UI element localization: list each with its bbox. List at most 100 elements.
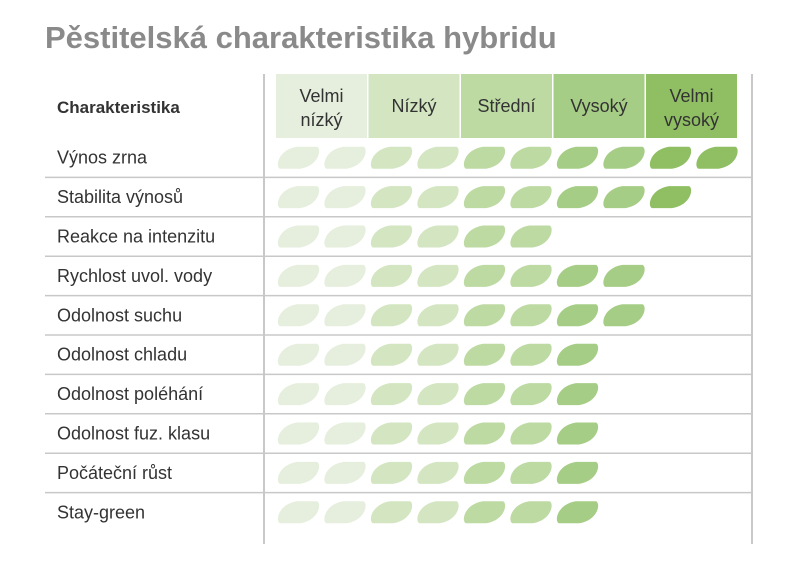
row-header-label: Charakteristika: [57, 98, 180, 117]
table-row: Stay-green: [57, 501, 599, 524]
score-leaf: [556, 186, 599, 209]
level-header-label: Vysoký: [570, 96, 627, 116]
score-leaf: [417, 264, 459, 287]
score-leaf: [277, 264, 320, 287]
score-leaf: [556, 304, 599, 327]
score-leaf: [370, 343, 413, 366]
score-leaf: [417, 461, 459, 484]
score-leaf: [556, 264, 599, 287]
row-label: Počáteční růst: [57, 463, 172, 483]
score-leaf: [370, 264, 413, 287]
row-label: Odolnost poléhání: [57, 384, 203, 404]
score-leaf: [603, 146, 645, 169]
row-label: Stabilita výnosů: [57, 187, 183, 207]
score-leaf: [556, 501, 599, 524]
score-leaf: [556, 461, 599, 484]
score-leaf: [277, 501, 320, 524]
score-leaf: [417, 304, 459, 327]
score-leaf: [649, 146, 692, 169]
level-header-cell: [553, 74, 645, 138]
score-leaf: [603, 264, 645, 287]
score-leaf: [463, 264, 506, 287]
score-leaf: [277, 343, 320, 366]
score-leaf: [370, 304, 413, 327]
score-leaf: [510, 304, 552, 327]
score-leaf: [556, 422, 599, 445]
score-leaf: [603, 186, 645, 209]
score-leaf: [370, 146, 413, 169]
score-leaf: [510, 186, 552, 209]
score-leaf: [277, 422, 320, 445]
score-leaf: [510, 501, 552, 524]
score-leaf: [277, 146, 320, 169]
score-leaf: [324, 186, 366, 209]
table-row: Odolnost poléhání: [57, 383, 599, 406]
score-leaf: [370, 501, 413, 524]
level-header-label: vysoký: [664, 110, 719, 130]
score-leaf: [463, 383, 506, 406]
row-label: Stay-green: [57, 502, 145, 522]
score-leaf: [463, 422, 506, 445]
score-leaf: [370, 461, 413, 484]
level-header-cell: [368, 74, 460, 138]
row-label: Výnos zrna: [57, 148, 148, 168]
score-leaf: [417, 146, 459, 169]
score-leaf: [510, 383, 552, 406]
score-leaf: [324, 422, 366, 445]
score-leaf: [649, 186, 692, 209]
score-leaf: [463, 461, 506, 484]
score-leaf: [417, 422, 459, 445]
score-leaf: [510, 146, 552, 169]
score-leaf: [556, 146, 599, 169]
score-leaf: [510, 422, 552, 445]
score-leaf: [417, 501, 459, 524]
level-header-cell: [646, 74, 737, 138]
chart-title: Pěstitelská charakteristika hybridu: [45, 20, 557, 55]
level-header-label: nízký: [300, 110, 342, 130]
score-leaf: [463, 501, 506, 524]
score-leaf: [324, 146, 366, 169]
level-header-label: Nízký: [392, 96, 437, 116]
score-leaf: [463, 304, 506, 327]
score-leaf: [370, 383, 413, 406]
score-leaf: [370, 422, 413, 445]
table-row: Odolnost fuz. klasu: [57, 422, 599, 445]
score-leaf: [324, 304, 366, 327]
score-leaf: [463, 186, 506, 209]
score-leaf: [324, 225, 366, 248]
score-leaf: [510, 461, 552, 484]
row-group: Výnos zrna Stabilita výnosů Reakce na inte…: [57, 146, 738, 524]
table-row: Odolnost suchu: [57, 304, 645, 327]
score-leaf: [463, 146, 506, 169]
level-header-group: Velmi nízký Nízký Střední Vysoký Velmi vysoký: [276, 74, 737, 138]
table-row: Reakce na intenzitu: [57, 225, 552, 248]
table-row: Odolnost chladu: [57, 343, 599, 366]
score-leaf: [696, 146, 738, 169]
score-leaf: [417, 383, 459, 406]
score-leaf: [324, 501, 366, 524]
table-row: Počáteční růst: [57, 461, 599, 484]
score-leaf: [277, 304, 320, 327]
row-label: Odolnost fuz. klasu: [57, 424, 210, 444]
score-leaf: [556, 383, 599, 406]
row-label: Odolnost chladu: [57, 345, 187, 365]
score-leaf: [277, 225, 320, 248]
score-leaf: [370, 225, 413, 248]
row-label: Odolnost suchu: [57, 305, 182, 325]
table-row: Stabilita výnosů: [57, 186, 692, 209]
level-header-label: Střední: [477, 96, 535, 116]
score-leaf: [510, 264, 552, 287]
table-row: Rychlost uvol. vody: [57, 264, 645, 287]
score-leaf: [324, 461, 366, 484]
score-leaf: [417, 343, 459, 366]
row-label: Reakce na intenzitu: [57, 227, 215, 247]
table-row: Výnos zrna: [57, 146, 738, 169]
score-leaf: [417, 225, 459, 248]
score-leaf: [324, 383, 366, 406]
level-header-cell: [276, 74, 367, 138]
score-leaf: [370, 186, 413, 209]
score-leaf: [277, 461, 320, 484]
score-leaf: [463, 343, 506, 366]
level-header-cell: [461, 74, 552, 138]
